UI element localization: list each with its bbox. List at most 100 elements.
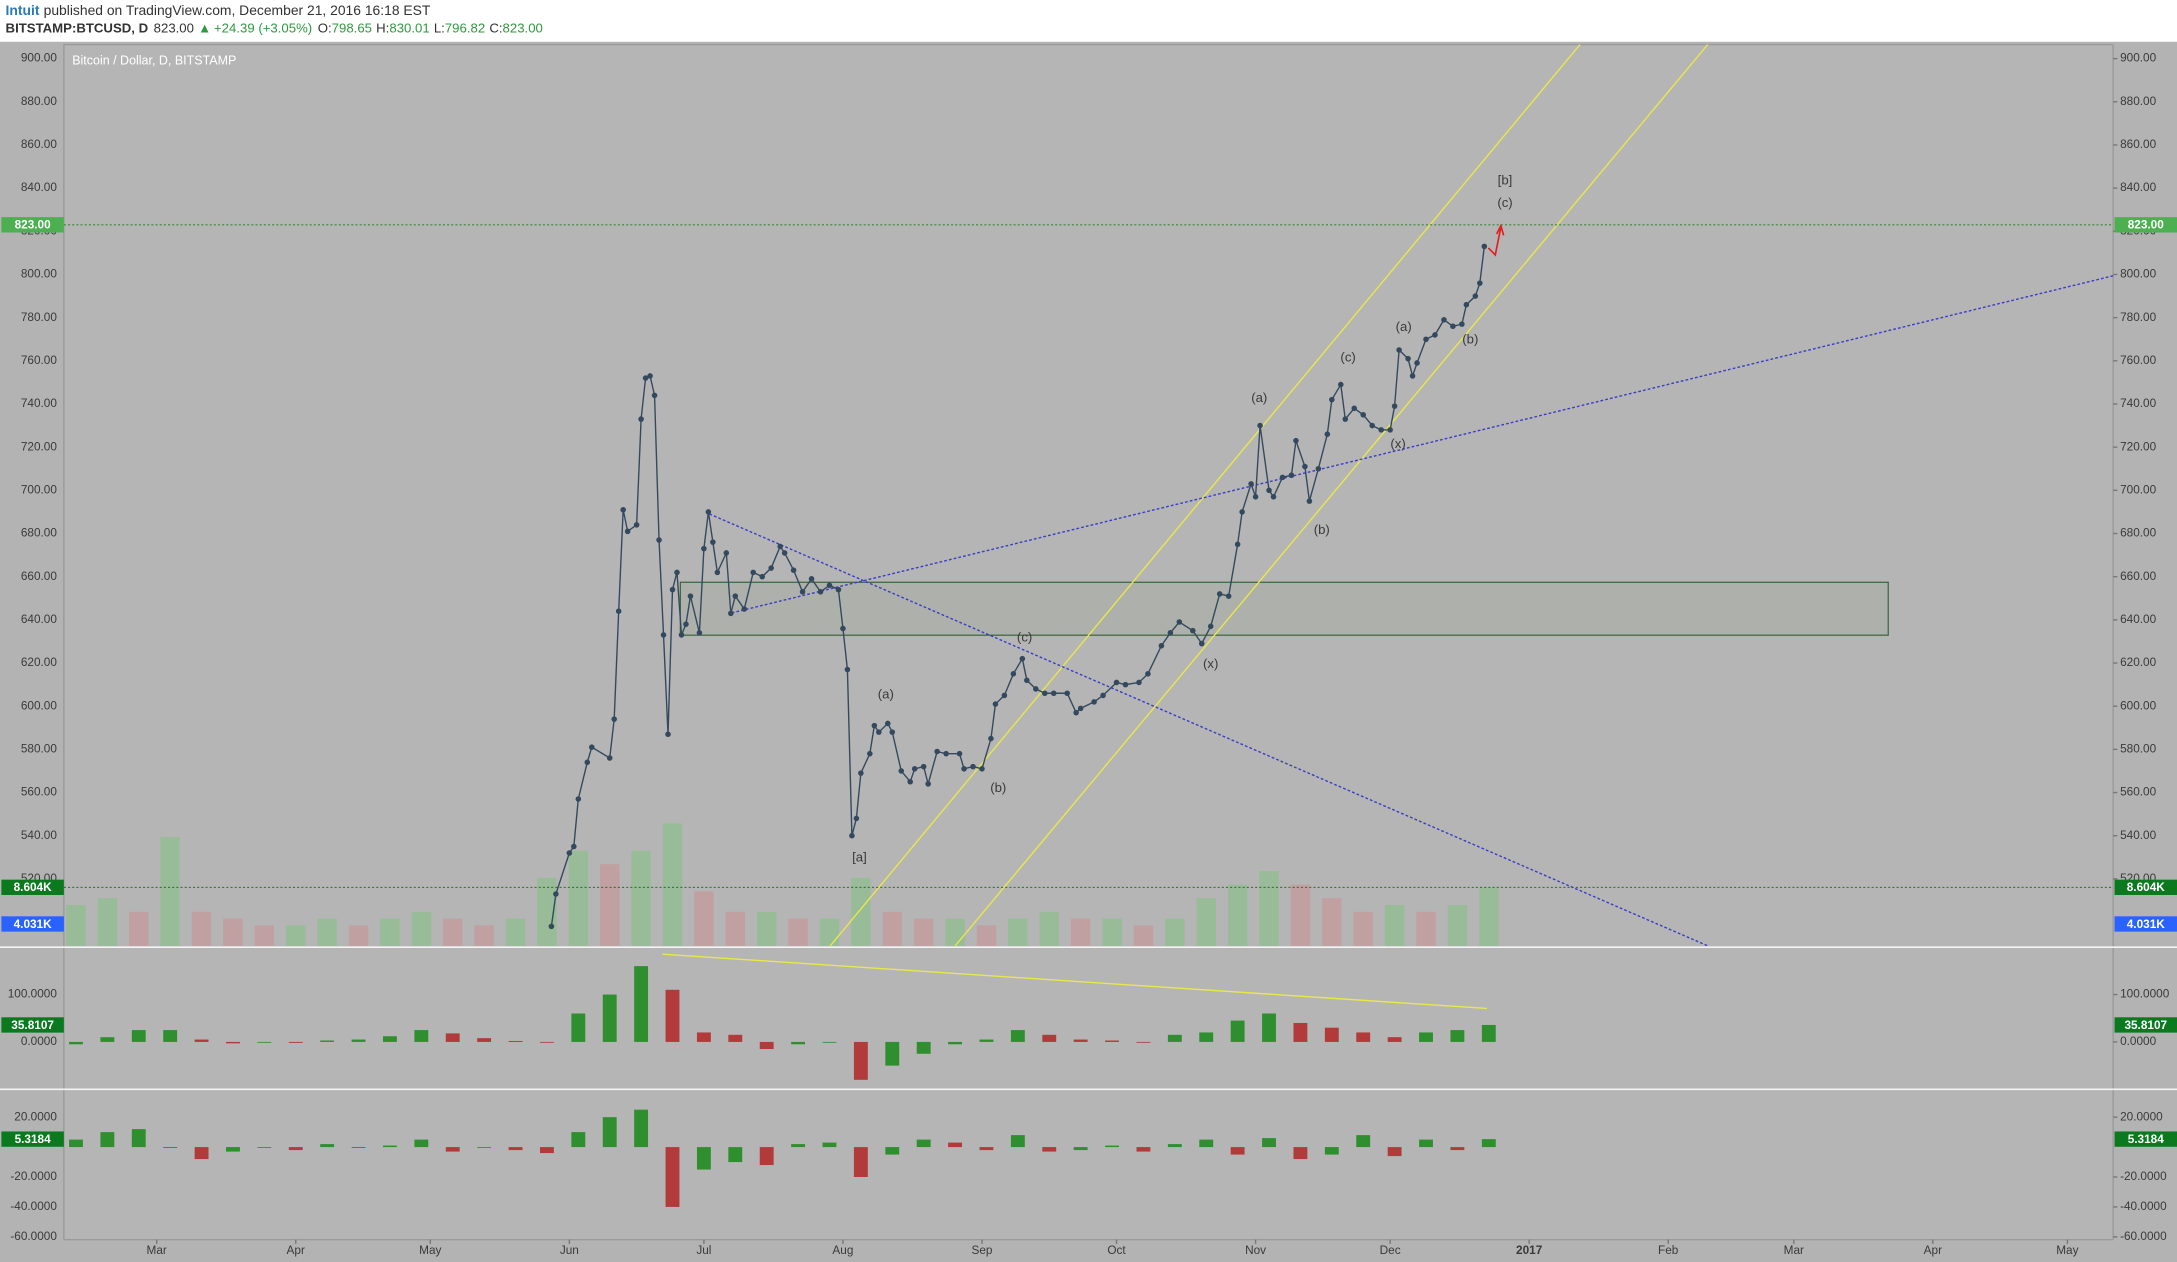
x-tick-label: 2017 — [1516, 1243, 1543, 1257]
oscillator-bar — [1010, 1030, 1025, 1042]
volume-average-badge-bg — [2114, 916, 2177, 932]
price-point — [1293, 437, 1299, 444]
price-point — [678, 632, 685, 638]
oscillator-bar — [602, 1117, 617, 1148]
oscillator-bar — [100, 1037, 115, 1042]
price-point — [1414, 360, 1420, 366]
price-point — [1216, 591, 1223, 597]
oscillator-bar — [1105, 1145, 1119, 1148]
price-point — [943, 750, 949, 757]
price-point — [1459, 321, 1465, 327]
price-point — [1248, 481, 1254, 487]
price-point — [1463, 301, 1470, 308]
volume-bar — [411, 911, 432, 946]
price-point — [611, 716, 617, 722]
trend-line — [709, 513, 1708, 947]
y-tick-label: 700.00 — [21, 482, 58, 496]
price-point — [988, 735, 994, 742]
price-point — [1369, 422, 1375, 429]
oscillator-bar — [1419, 1032, 1433, 1042]
price-point — [970, 763, 976, 770]
price-point — [1288, 472, 1295, 479]
oscillator-bar — [1481, 1139, 1496, 1148]
price-point — [723, 550, 730, 556]
price-point — [660, 632, 667, 638]
price-point — [575, 796, 582, 802]
channel-line — [954, 44, 1709, 947]
trend-line — [731, 275, 2114, 614]
price-point — [571, 843, 577, 850]
oscillator-bar — [1073, 1147, 1088, 1151]
y-tick-label: 100.0000 — [2120, 987, 2170, 1001]
oscillator-bar — [948, 1142, 963, 1148]
oscillator-bar — [1419, 1139, 1433, 1148]
price-point — [777, 543, 783, 550]
price-point — [876, 729, 882, 735]
oscillator-bar — [853, 1041, 868, 1080]
price-point — [1176, 619, 1183, 625]
price-point — [1190, 627, 1196, 634]
y-tick-label: 540.00 — [21, 828, 58, 842]
y-tick-label: 660.00 — [21, 569, 58, 583]
volume-bar — [725, 911, 746, 946]
y-tick-label: 680.00 — [21, 526, 58, 540]
y-tick-label: 620.00 — [2120, 655, 2157, 669]
y-tick-label: 700.00 — [2120, 482, 2157, 496]
y-tick-label: 860.00 — [2120, 137, 2157, 151]
x-tick-label: Nov — [1245, 1243, 1266, 1257]
oscillator-bar — [382, 1145, 397, 1148]
price-point — [683, 621, 689, 627]
oscillator-bar — [602, 994, 617, 1042]
price-point — [665, 731, 671, 738]
oscillator-bar — [853, 1147, 868, 1178]
price-point — [781, 550, 788, 556]
price-point — [844, 666, 851, 673]
volume-bar — [599, 864, 620, 946]
price-point — [858, 770, 864, 776]
oscillator-badge-bg — [1, 1017, 64, 1033]
oscillator-bar — [634, 966, 649, 1042]
oscillator-bar — [696, 1032, 711, 1042]
author[interactable]: Intuit — [6, 2, 40, 18]
price-point — [1122, 681, 1129, 688]
price-point — [1136, 679, 1142, 686]
price-point — [750, 569, 757, 576]
oscillator-bar — [1293, 1147, 1308, 1160]
price-point — [992, 701, 999, 707]
oscillator-bar — [791, 1144, 806, 1148]
y-tick-label: 740.00 — [2120, 396, 2157, 410]
price-point — [1010, 671, 1017, 677]
oscillator-bar — [1356, 1135, 1371, 1148]
price-point — [687, 593, 694, 599]
plot-bg — [63, 44, 2114, 1240]
oscillator-bar — [979, 1039, 994, 1042]
projection-arrow — [1487, 223, 1505, 257]
price-point — [1001, 692, 1008, 699]
oscillator-bar — [320, 1144, 335, 1148]
volume-bar — [443, 918, 463, 946]
price-point — [669, 586, 676, 593]
ohlc-value: 796.82 — [445, 21, 485, 36]
price-point — [615, 608, 622, 615]
symbol: BITSTAMP:BTCUSD, D — [6, 21, 149, 36]
price-point — [1306, 498, 1313, 504]
oscillator-bar — [1387, 1037, 1402, 1042]
header-bg — [0, 0, 2177, 42]
oscillator-bar — [1199, 1032, 1214, 1042]
price-point — [871, 722, 878, 729]
oscillator-bar — [1324, 1027, 1339, 1042]
price-point — [956, 750, 963, 757]
volume-bar — [1070, 918, 1091, 946]
price-point — [840, 625, 846, 632]
oscillator-bar — [163, 1147, 178, 1148]
wave-label: [a] — [852, 850, 867, 865]
price-point — [961, 766, 967, 772]
x-tick-label: Jun — [560, 1243, 579, 1257]
price-point — [835, 586, 842, 593]
price-point — [934, 748, 940, 755]
divergence-line — [662, 953, 1488, 1010]
price-point — [714, 569, 721, 576]
oscillator-bar — [1199, 1139, 1214, 1148]
wave-label: (x) — [1390, 436, 1405, 451]
